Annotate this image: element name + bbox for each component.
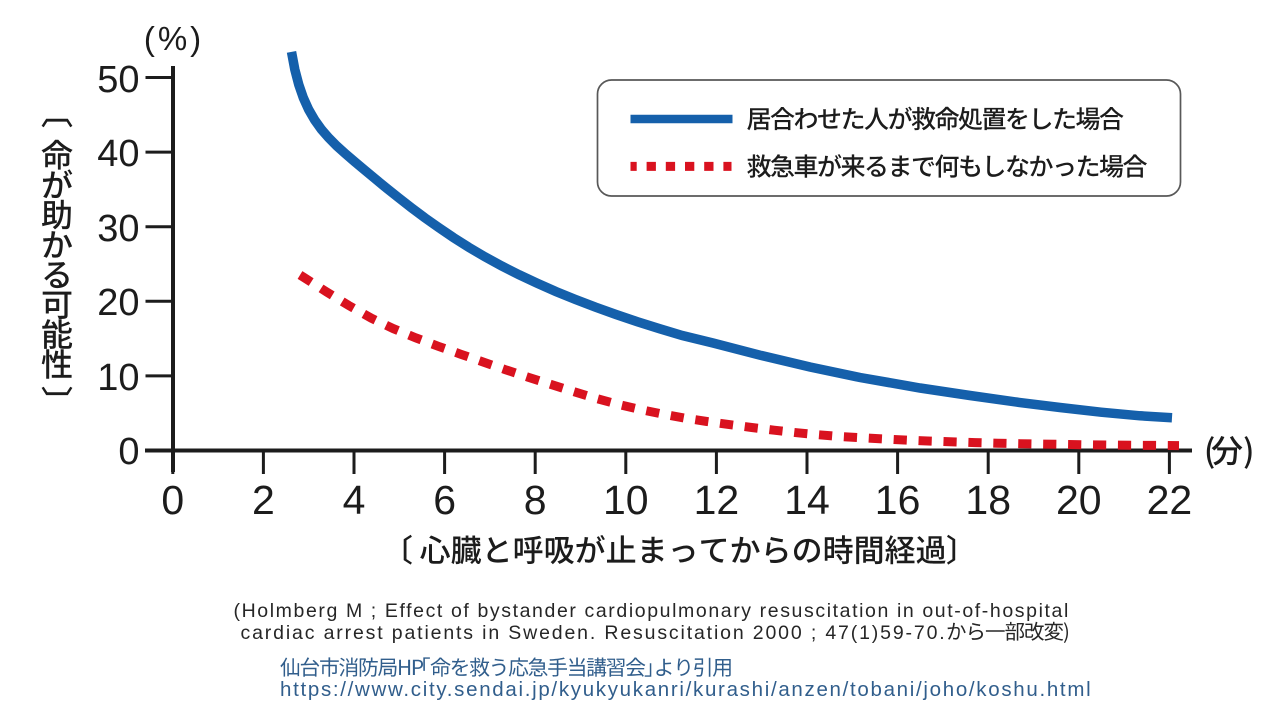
svg-text:22: 22 (1147, 477, 1193, 523)
svg-text:12: 12 (694, 477, 740, 523)
svg-text:14: 14 (784, 477, 830, 523)
svg-text:0: 0 (118, 431, 139, 473)
svg-text:8: 8 (524, 477, 547, 523)
svg-text:2: 2 (252, 477, 275, 523)
svg-text:10: 10 (603, 477, 649, 523)
svg-text:10: 10 (97, 357, 139, 399)
svg-text:(Holmberg M ; Effect of bystan: (Holmberg M ; Effect of bystander cardio… (234, 600, 1070, 622)
svg-text:30: 30 (97, 208, 139, 250)
svg-text:6: 6 (433, 477, 456, 523)
svg-text:16: 16 (875, 477, 921, 523)
svg-text:18: 18 (965, 477, 1011, 523)
svg-text:20: 20 (1056, 477, 1102, 523)
svg-text:(%): (%) (144, 20, 204, 57)
svg-text:https://www.city.sendai.jp/kyu: https://www.city.sendai.jp/kyukyukanri/k… (280, 678, 1092, 701)
svg-text:50: 50 (97, 59, 139, 101)
svg-text:4: 4 (343, 477, 366, 523)
svg-text:40: 40 (97, 133, 139, 175)
svg-text:0: 0 (161, 477, 184, 523)
svg-text:20: 20 (97, 282, 139, 324)
svg-text:cardiac arrest patients in Swe: cardiac arrest patients in Sweden. Resus… (241, 622, 947, 644)
